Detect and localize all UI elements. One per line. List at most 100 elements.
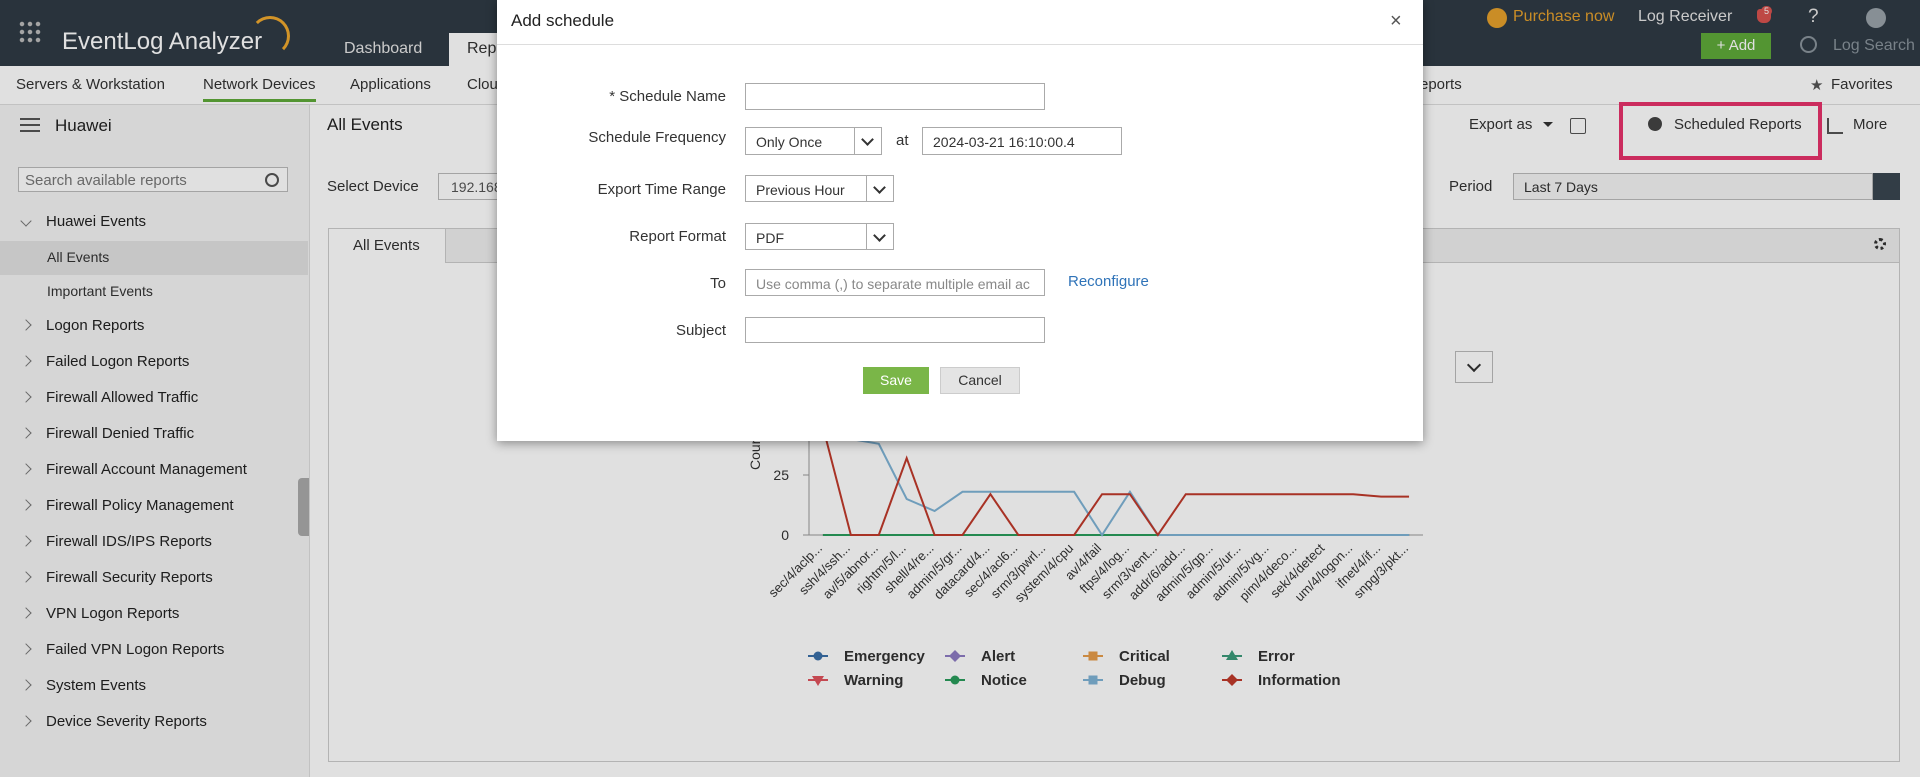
tree-group[interactable]: Firewall Allowed Traffic	[46, 389, 199, 406]
sidebar	[0, 105, 310, 777]
to-placeholder: Use comma (,) to separate multiple email…	[756, 276, 1030, 292]
legend-label: Notice	[981, 672, 1027, 689]
tree-group[interactable]: Logon Reports	[46, 317, 145, 334]
logo[interactable]: EventLog Analyzer	[62, 28, 263, 55]
tree-group[interactable]: Firewall Denied Traffic	[46, 425, 195, 442]
period-value: Last 7 Days	[1524, 179, 1598, 195]
nav-tab-label: Rep	[467, 40, 497, 57]
log-receiver[interactable]: Log Receiver	[1638, 8, 1733, 25]
sub-nav-item-active[interactable]: Network Devices	[203, 76, 316, 102]
collapse-handle[interactable]	[298, 478, 309, 536]
field-label: Subject	[675, 322, 726, 339]
export-range-select[interactable]: Previous Hour	[745, 175, 894, 202]
tree-group[interactable]: System Events	[46, 677, 147, 694]
logo-swoosh	[250, 16, 290, 56]
panel-tab-label: All Events	[353, 237, 420, 254]
legend-marker	[1226, 674, 1238, 686]
tree-group[interactable]: Firewall Policy Management	[46, 497, 234, 514]
device-input[interactable]: 192.168	[438, 173, 508, 200]
subject-input[interactable]	[745, 317, 1045, 343]
help-icon[interactable]: ?	[1808, 6, 1819, 27]
period-input[interactable]: Last 7 Days	[1513, 173, 1873, 200]
sub-nav-item[interactable]: Clou	[467, 76, 498, 93]
alarm-icon	[1648, 117, 1662, 131]
y-tick-label: 25	[773, 467, 789, 483]
sub-nav-item[interactable]: eports	[1420, 76, 1462, 93]
favorites[interactable]: Favorites	[1831, 76, 1893, 93]
purchase-link[interactable]: Purchase now	[1513, 8, 1615, 25]
select-device-label: Select Device	[327, 178, 419, 195]
reconfigure-link[interactable]: Reconfigure	[1068, 273, 1149, 290]
tree-group[interactable]: Failed Logon Reports	[46, 353, 190, 370]
legend-label: Information	[1258, 672, 1341, 689]
frequency-select[interactable]: Only Once	[745, 127, 882, 155]
legend-label: Emergency	[844, 648, 926, 665]
report-search[interactable]: Search available reports	[18, 167, 288, 192]
more-menu[interactable]: More	[1853, 116, 1888, 133]
tree-item-selected	[0, 241, 308, 275]
tree-group[interactable]: Firewall Security Reports	[46, 569, 213, 586]
panel-tab[interactable]: All Events	[329, 229, 446, 263]
search-icon	[265, 173, 279, 187]
apps-icon[interactable]	[18, 20, 42, 44]
user-icon[interactable]	[1866, 8, 1886, 28]
legend-label: Debug	[1119, 672, 1166, 689]
tree-group[interactable]: Firewall IDS/IPS Reports	[46, 533, 212, 550]
sidebar-title: Huawei	[55, 116, 112, 135]
save-button[interactable]: Save	[863, 367, 929, 394]
settings-icon[interactable]	[1874, 238, 1886, 250]
cancel-button[interactable]: Cancel	[940, 367, 1020, 394]
tree-item[interactable]: All Events	[47, 249, 110, 265]
field-label: Export Time Range	[597, 181, 726, 198]
sub-nav-item[interactable]: Applications	[350, 76, 431, 93]
close-button[interactable]: ×	[1390, 10, 1402, 32]
log-search[interactable]: Log Search	[1833, 37, 1915, 54]
legend-label: Error	[1258, 648, 1295, 665]
purchase-icon	[1487, 8, 1507, 28]
chart-menu-button[interactable]	[1455, 351, 1493, 383]
legend-marker	[949, 650, 961, 662]
to-input[interactable]: Use comma (,) to separate multiple email…	[745, 269, 1045, 296]
export-caret	[1543, 122, 1553, 132]
tree-group[interactable]: Huawei Events	[46, 213, 147, 230]
menu-icon[interactable]	[20, 118, 40, 120]
sub-nav-item[interactable]: Servers & Workstation	[16, 76, 165, 93]
highlight-box	[1619, 102, 1822, 160]
legend-label: Alert	[981, 648, 1015, 665]
nav-tab[interactable]: Dashboard	[344, 40, 423, 57]
tree-item[interactable]: Important Events	[47, 283, 153, 299]
dropdown-arrow	[854, 128, 881, 154]
search-placeholder: Search available reports	[25, 172, 187, 189]
format-select[interactable]: PDF	[745, 223, 894, 250]
schedule-name-input[interactable]	[745, 83, 1045, 110]
legend-marker	[1088, 651, 1098, 661]
select-value: Previous Hour	[756, 182, 845, 198]
schedule-icon[interactable]	[1570, 118, 1586, 134]
device-value: 192.168	[451, 179, 502, 195]
select-value: PDF	[756, 230, 784, 246]
calendar-button[interactable]	[1873, 173, 1900, 200]
y-axis-title: Count	[747, 433, 763, 470]
divider	[497, 44, 1423, 45]
more-icon	[1827, 118, 1843, 134]
legend-marker	[1088, 675, 1098, 685]
dropdown-arrow	[866, 224, 893, 249]
tree-group[interactable]: Device Severity Reports	[46, 713, 207, 730]
tree-group[interactable]: Firewall Account Management	[46, 461, 247, 478]
legend-label: Critical	[1119, 648, 1170, 665]
field-label: To	[710, 275, 726, 292]
datetime-input[interactable]: 2024-03-21 16:10:00.4	[922, 127, 1122, 155]
page-title: All Events	[327, 115, 403, 134]
field-label: * Schedule Name	[609, 88, 726, 105]
add-button[interactable]: + Add	[1701, 33, 1771, 59]
legend-label: Warning	[844, 672, 903, 689]
field-label: Report Format	[629, 228, 726, 245]
tree-group[interactable]: Failed VPN Logon Reports	[46, 641, 225, 658]
tree-group[interactable]: VPN Logon Reports	[46, 605, 180, 622]
period-label: Period	[1449, 178, 1493, 195]
scheduled-reports[interactable]: Scheduled Reports	[1674, 116, 1802, 133]
export-menu[interactable]: Export as	[1469, 116, 1533, 133]
